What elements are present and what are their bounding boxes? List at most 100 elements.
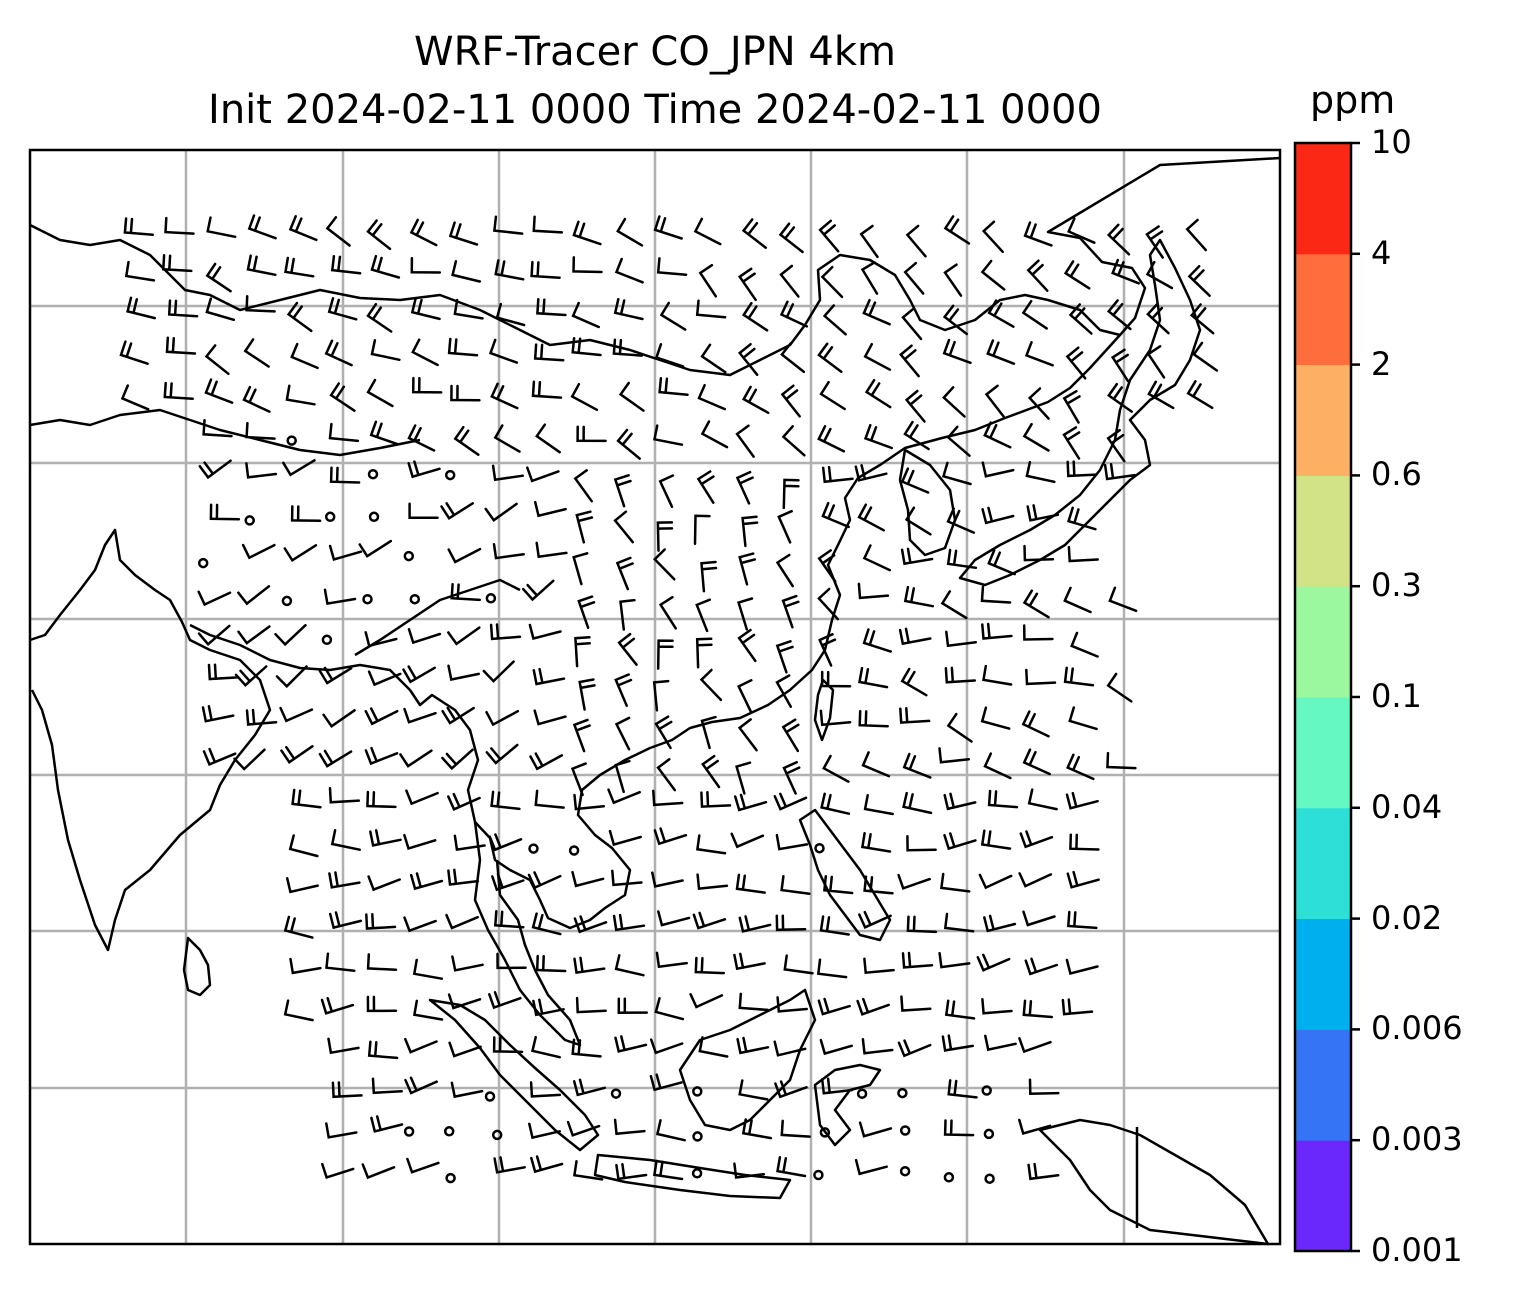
- wind-barb: [1067, 217, 1096, 244]
- wind-barb: [946, 548, 978, 570]
- wind-barb: [653, 424, 684, 446]
- wind-barb: [366, 219, 392, 251]
- wind-barb: [450, 582, 481, 602]
- wind-barb: [453, 834, 486, 852]
- wind-barb: [328, 544, 363, 561]
- wind-barb: [735, 761, 752, 795]
- wind-barb: [1021, 299, 1048, 330]
- wind-barb: [284, 256, 315, 278]
- wind-barb: [233, 748, 266, 771]
- wind-barb: [980, 259, 1006, 291]
- wind-barb: [656, 257, 688, 276]
- wind-barb: [741, 218, 768, 249]
- wind-barb: [983, 752, 1012, 780]
- wind-barb: [451, 955, 484, 972]
- mainland-asia-coast: [408, 156, 1281, 930]
- wind-barb: [657, 910, 691, 927]
- wind-barb: [367, 1040, 399, 1060]
- wind-barb: [939, 872, 971, 893]
- wind-barb: [607, 788, 641, 805]
- wind-barb: [946, 507, 976, 534]
- wind-barb: [774, 1080, 808, 1099]
- calm-wind-marker: [692, 1131, 703, 1142]
- wind-barb: [741, 1118, 773, 1140]
- wind-barb: [613, 474, 632, 508]
- wind-barb: [1025, 460, 1056, 484]
- wind-barb: [819, 709, 852, 727]
- calm-wind-marker: [814, 842, 825, 854]
- wind-barb: [1021, 710, 1050, 738]
- wind-barb: [943, 1119, 975, 1137]
- wind-barb: [201, 705, 235, 723]
- wind-barb: [902, 752, 932, 779]
- colorbar-segment: [1295, 1029, 1351, 1141]
- wind-barb: [411, 376, 443, 394]
- wind-barb: [733, 793, 768, 812]
- wind-barb: [615, 556, 634, 591]
- calm-wind-marker: [981, 1085, 992, 1096]
- wind-barb: [773, 1040, 807, 1057]
- wind-barb: [291, 788, 322, 809]
- wind-barb: [528, 623, 562, 641]
- wind-barb: [692, 911, 727, 930]
- calm-wind-marker: [324, 511, 336, 523]
- wind-barb: [860, 831, 892, 853]
- wind-barb: [1022, 422, 1050, 452]
- wind-barb: [488, 991, 522, 1010]
- wind-barb: [943, 263, 963, 297]
- wind-barb: [897, 873, 931, 890]
- wind-barb: [822, 304, 847, 336]
- wind-barb: [283, 544, 318, 563]
- wind-barb: [364, 707, 399, 726]
- colorbar-tick-label: 2: [1371, 344, 1392, 383]
- wind-barb: [820, 792, 851, 815]
- wind-barb: [821, 465, 854, 484]
- wind-barb: [942, 304, 969, 336]
- wind-barb: [323, 588, 357, 606]
- wind-barb: [689, 993, 724, 1009]
- calm-wind-marker: [568, 845, 580, 856]
- wind-barb: [571, 870, 605, 888]
- wind-barb: [324, 339, 353, 367]
- colorbar-tick-label: 0.001: [1371, 1231, 1463, 1269]
- wind-barb: [781, 594, 800, 629]
- wind-barb: [1022, 748, 1051, 776]
- wind-barb: [325, 216, 351, 247]
- wind-barb: [612, 913, 646, 932]
- wind-barb: [164, 216, 195, 235]
- wind-barb: [245, 462, 278, 479]
- wind-barb: [862, 298, 891, 326]
- wind-barb: [205, 297, 236, 322]
- wind-barb: [1068, 303, 1093, 335]
- calm-wind-marker: [445, 1172, 456, 1184]
- wind-barb: [571, 336, 602, 357]
- wind-barb: [366, 302, 393, 333]
- calm-wind-marker: [444, 469, 456, 481]
- calm-wind-marker: [485, 593, 497, 604]
- wind-barb: [572, 718, 591, 753]
- wind-barb: [614, 716, 631, 751]
- wind-barb: [946, 425, 971, 457]
- calm-wind-marker: [610, 1088, 622, 1099]
- wind-barb: [488, 833, 523, 852]
- wind-barb: [1023, 221, 1053, 247]
- wind-barb: [944, 999, 976, 1020]
- calm-wind-marker: [362, 593, 373, 605]
- wind-barb: [532, 998, 565, 1017]
- wind-barb: [366, 995, 398, 1013]
- wind-barb: [198, 459, 232, 480]
- wind-barb: [484, 502, 518, 522]
- wind-barb: [938, 747, 971, 764]
- wind-barb: [776, 996, 808, 1013]
- wind-barb: [495, 302, 526, 327]
- wind-barb: [574, 636, 591, 668]
- wind-barb: [775, 674, 793, 708]
- wind-barb: [1110, 348, 1130, 383]
- wind-barb: [615, 1162, 648, 1181]
- wind-barb: [274, 623, 307, 647]
- wind-barb: [440, 502, 474, 521]
- wind-barb: [1146, 302, 1170, 335]
- wind-barb: [407, 628, 442, 645]
- colorbar-segment: [1295, 807, 1351, 920]
- sumatra-coast: [428, 998, 600, 1152]
